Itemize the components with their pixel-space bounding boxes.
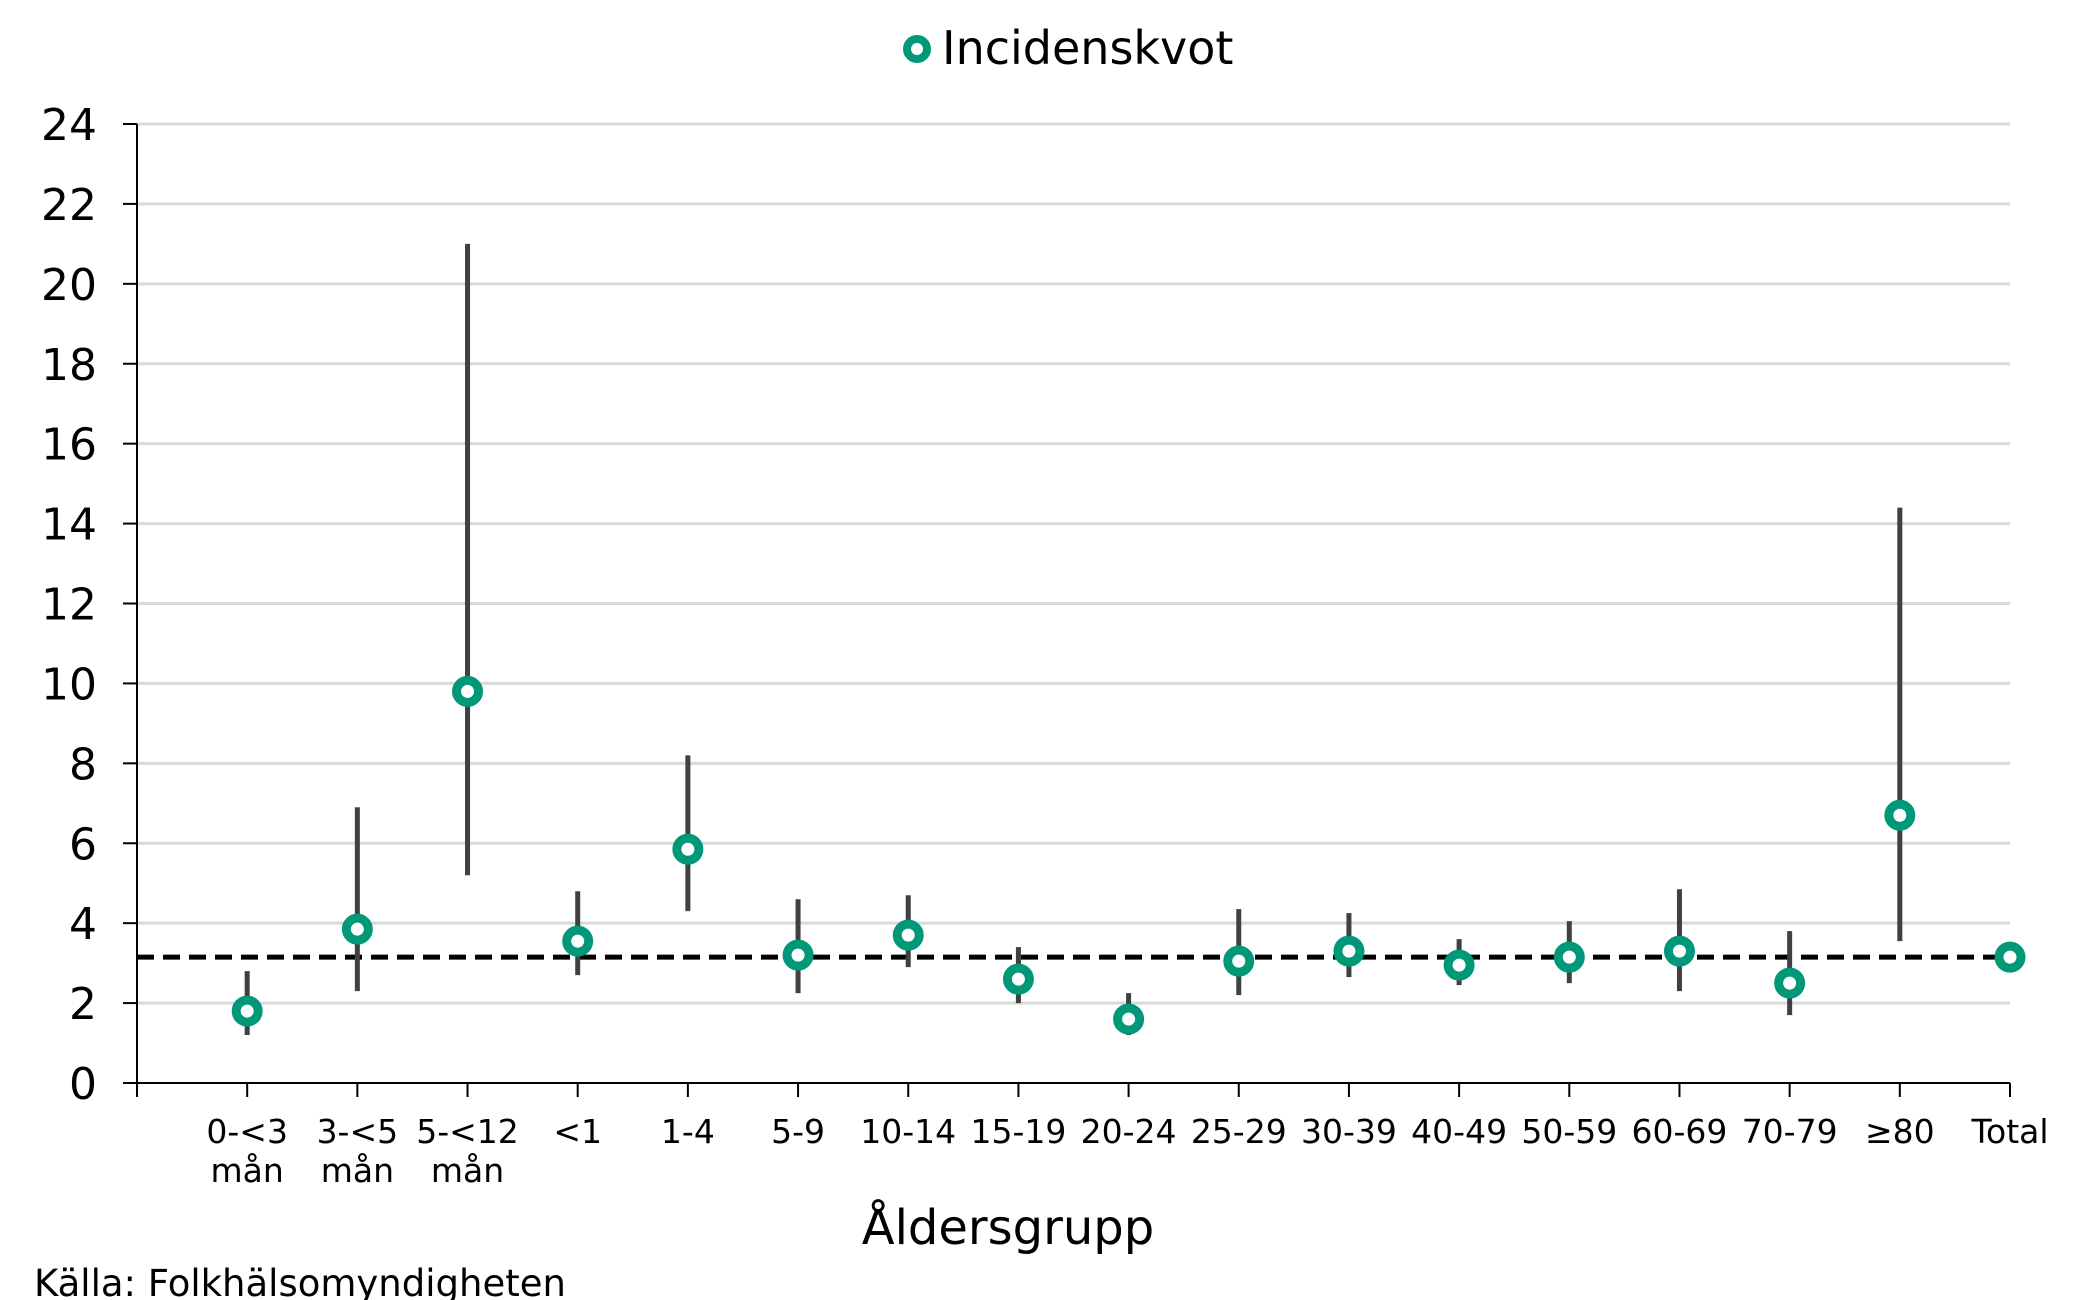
x-tick-label: Total: [1970, 1112, 2048, 1151]
data-point: [782, 939, 814, 971]
data-point: [341, 913, 373, 945]
point-layer: [231, 675, 2026, 1035]
x-tick-label: 50-59: [1521, 1112, 1617, 1151]
data-point: [1774, 967, 1806, 999]
data-point: [1002, 963, 1034, 995]
x-tick-label: 70-79: [1742, 1112, 1838, 1151]
y-tick-label: 14: [41, 500, 97, 551]
x-tick-label: 3-<5: [317, 1112, 399, 1151]
x-tick-label: 25-29: [1191, 1112, 1287, 1151]
source-note: Källa: Folkhälsomyndigheten: [34, 1262, 566, 1300]
data-point: [1663, 935, 1695, 967]
data-point: [1553, 941, 1585, 973]
y-tick-label: 16: [41, 420, 97, 471]
legend: Incidenskvot: [903, 21, 1233, 75]
y-tick-label: 8: [69, 739, 97, 790]
data-point: [1443, 949, 1475, 981]
y-tick-label: 6: [69, 819, 97, 870]
x-tick-label: 60-69: [1632, 1112, 1728, 1151]
x-tick-label: 10-14: [860, 1112, 956, 1151]
y-tick-label: 10: [41, 659, 97, 710]
x-tick-label: mån: [431, 1151, 504, 1190]
legend-label: Incidenskvot: [942, 21, 1233, 75]
grid-layer: [137, 122, 2010, 1005]
legend-marker: [903, 35, 931, 63]
axis-layer: [123, 123, 2011, 1097]
y-tick-label: 0: [69, 1059, 97, 1110]
data-point: [1223, 945, 1255, 977]
x-tick-label: mån: [321, 1151, 394, 1190]
data-point: [1994, 941, 2026, 973]
data-point: [1113, 1003, 1145, 1035]
data-point: [672, 833, 704, 865]
x-tick-label: ≥80: [1865, 1112, 1935, 1151]
y-tick-label: 12: [41, 580, 97, 631]
y-tick-label: 4: [69, 899, 97, 950]
data-point: [1333, 935, 1365, 967]
x-tick-label: 5-<12: [416, 1112, 519, 1151]
x-tick-label: mån: [211, 1151, 284, 1190]
x-tick-label: 30-39: [1301, 1112, 1397, 1151]
data-point: [892, 919, 924, 951]
y-tick-label: 18: [41, 340, 97, 391]
label-layer: 0246810121416182022240-<3mån3-<5mån5-<12…: [41, 100, 2049, 1190]
x-tick-label: 15-19: [970, 1112, 1066, 1151]
x-tick-label: 5-9: [771, 1112, 825, 1151]
x-tick-label: 1-4: [661, 1112, 715, 1151]
y-tick-label: 20: [41, 260, 97, 311]
x-tick-label: 20-24: [1081, 1112, 1177, 1151]
data-point: [452, 675, 484, 707]
data-point: [1884, 799, 1916, 831]
x-tick-label: 0-<3: [206, 1112, 288, 1151]
y-tick-label: 24: [41, 100, 97, 151]
data-point: [231, 995, 263, 1027]
x-axis-title: Åldersgrupp: [862, 1199, 1154, 1256]
x-tick-label: 40-49: [1411, 1112, 1507, 1151]
y-tick-label: 2: [69, 979, 97, 1030]
x-tick-label: <1: [553, 1112, 602, 1151]
y-tick-label: 22: [41, 180, 97, 231]
data-point: [562, 925, 594, 957]
